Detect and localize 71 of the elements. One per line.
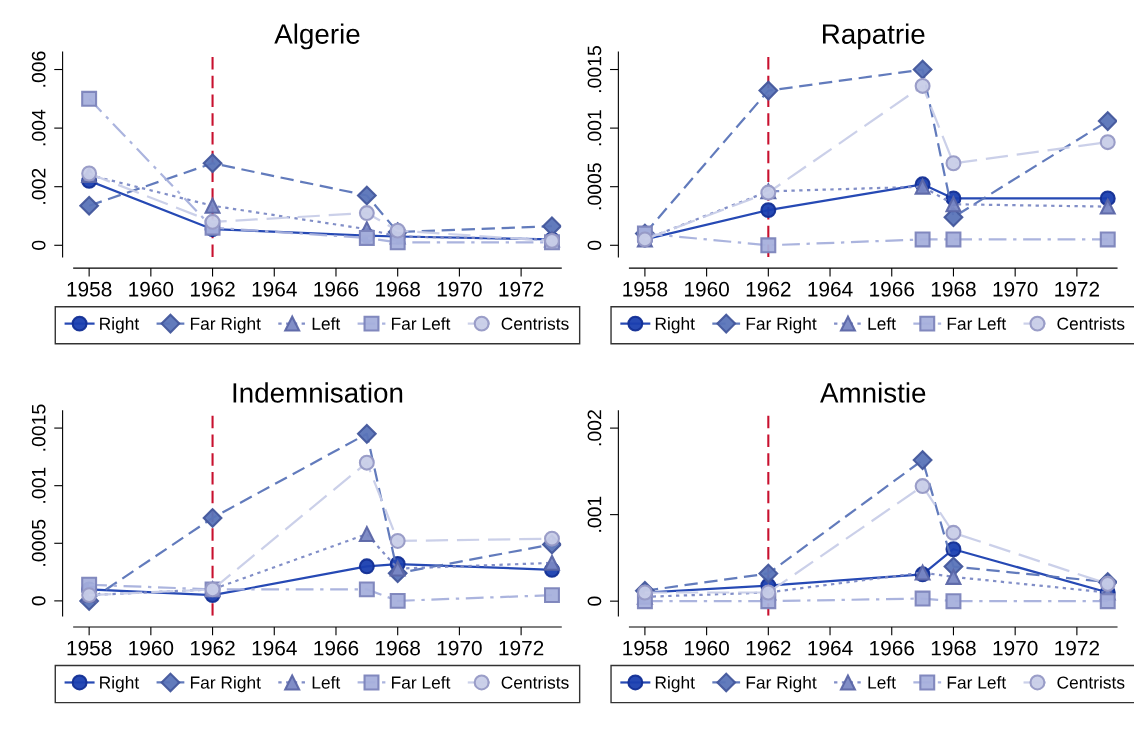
y-tick-label: .0005: [31, 519, 46, 566]
x-tick-label: 1964: [252, 281, 297, 297]
legend-label: Far Right: [746, 317, 817, 334]
y-tick-label: .0005: [587, 163, 602, 210]
legend-label: Left: [868, 675, 896, 689]
legend-label: Right: [655, 675, 695, 693]
legend-label: Far Left: [947, 317, 1007, 330]
x-tick-label: 1966: [870, 281, 915, 297]
legend-label: Left: [312, 317, 341, 330]
x-tick-label: 1970: [437, 281, 482, 297]
x-tick-label: 1966: [314, 640, 359, 656]
x-tick-label: 1964: [808, 640, 853, 656]
chart-title: Algerie: [274, 23, 360, 50]
chart-title: Rapatrie: [823, 23, 925, 50]
x-tick-label: 1960: [129, 281, 174, 297]
legend-label: Left: [868, 317, 896, 330]
x-tick-label: 1962: [746, 281, 791, 297]
y-tick-label: .002: [31, 168, 46, 204]
x-tick-label: 1968: [376, 640, 420, 656]
y-tick-label: .001: [31, 467, 46, 503]
y-tick-label: .0015: [587, 46, 602, 93]
x-tick-label: 1962: [190, 281, 235, 297]
legend-label: Far Left: [947, 675, 1007, 689]
y-tick-label: 0: [31, 240, 46, 250]
y-tick-label: .001: [587, 496, 602, 532]
x-tick-label: 1966: [314, 281, 359, 297]
x-tick-label: 1958: [623, 640, 668, 656]
legend-label: Left: [312, 675, 341, 689]
chart-title: Indemnisation: [233, 382, 403, 403]
y-tick-label: 0: [31, 596, 46, 606]
y-tick-label: .002: [587, 410, 602, 446]
x-tick-label: 1970: [993, 281, 1038, 297]
x-tick-label: 1972: [499, 281, 544, 297]
x-tick-label: 1958: [67, 281, 112, 297]
legend-label: Right: [655, 317, 695, 334]
x-tick-label: 1968: [376, 281, 420, 297]
y-tick-label: 0: [587, 240, 602, 250]
x-tick-label: 1970: [437, 640, 482, 656]
x-tick-label: 1958: [67, 640, 112, 656]
x-tick-label: 1968: [931, 640, 976, 656]
legend-label: Centrists: [501, 675, 569, 689]
chart-title: Amnistie: [820, 382, 926, 403]
x-tick-label: 1962: [190, 640, 235, 656]
x-tick-label: 1964: [252, 640, 297, 656]
x-tick-label: 1964: [808, 281, 853, 297]
x-tick-label: 1972: [1055, 281, 1100, 297]
x-tick-label: 1968: [931, 281, 976, 297]
y-tick-label: .001: [587, 110, 602, 146]
x-tick-label: 1972: [1055, 640, 1100, 656]
legend-label: Far Right: [190, 317, 261, 334]
y-tick-label: 0: [587, 596, 602, 606]
legend-label: Far Right: [746, 675, 817, 693]
legend-label: Centrists: [1057, 675, 1125, 689]
legend-label: Right: [100, 317, 140, 334]
x-tick-label: 1966: [870, 640, 915, 656]
legend-label: Far Right: [190, 675, 261, 693]
legend-label: Right: [100, 675, 140, 693]
x-tick-label: 1960: [129, 640, 174, 656]
x-tick-label: 1972: [499, 640, 544, 656]
y-tick-label: .006: [31, 51, 46, 87]
y-tick-label: .004: [31, 109, 46, 146]
x-tick-label: 1960: [685, 640, 729, 656]
legend-label: Centrists: [1057, 317, 1125, 330]
y-tick-label: .0015: [31, 404, 46, 451]
x-tick-label: 1962: [746, 640, 791, 656]
legend-label: Far Left: [392, 317, 451, 330]
x-tick-label: 1958: [623, 281, 668, 297]
x-tick-label: 1960: [685, 281, 729, 297]
legend-label: Centrists: [501, 317, 569, 330]
x-tick-label: 1970: [993, 640, 1038, 656]
legend-label: Far Left: [392, 675, 451, 689]
